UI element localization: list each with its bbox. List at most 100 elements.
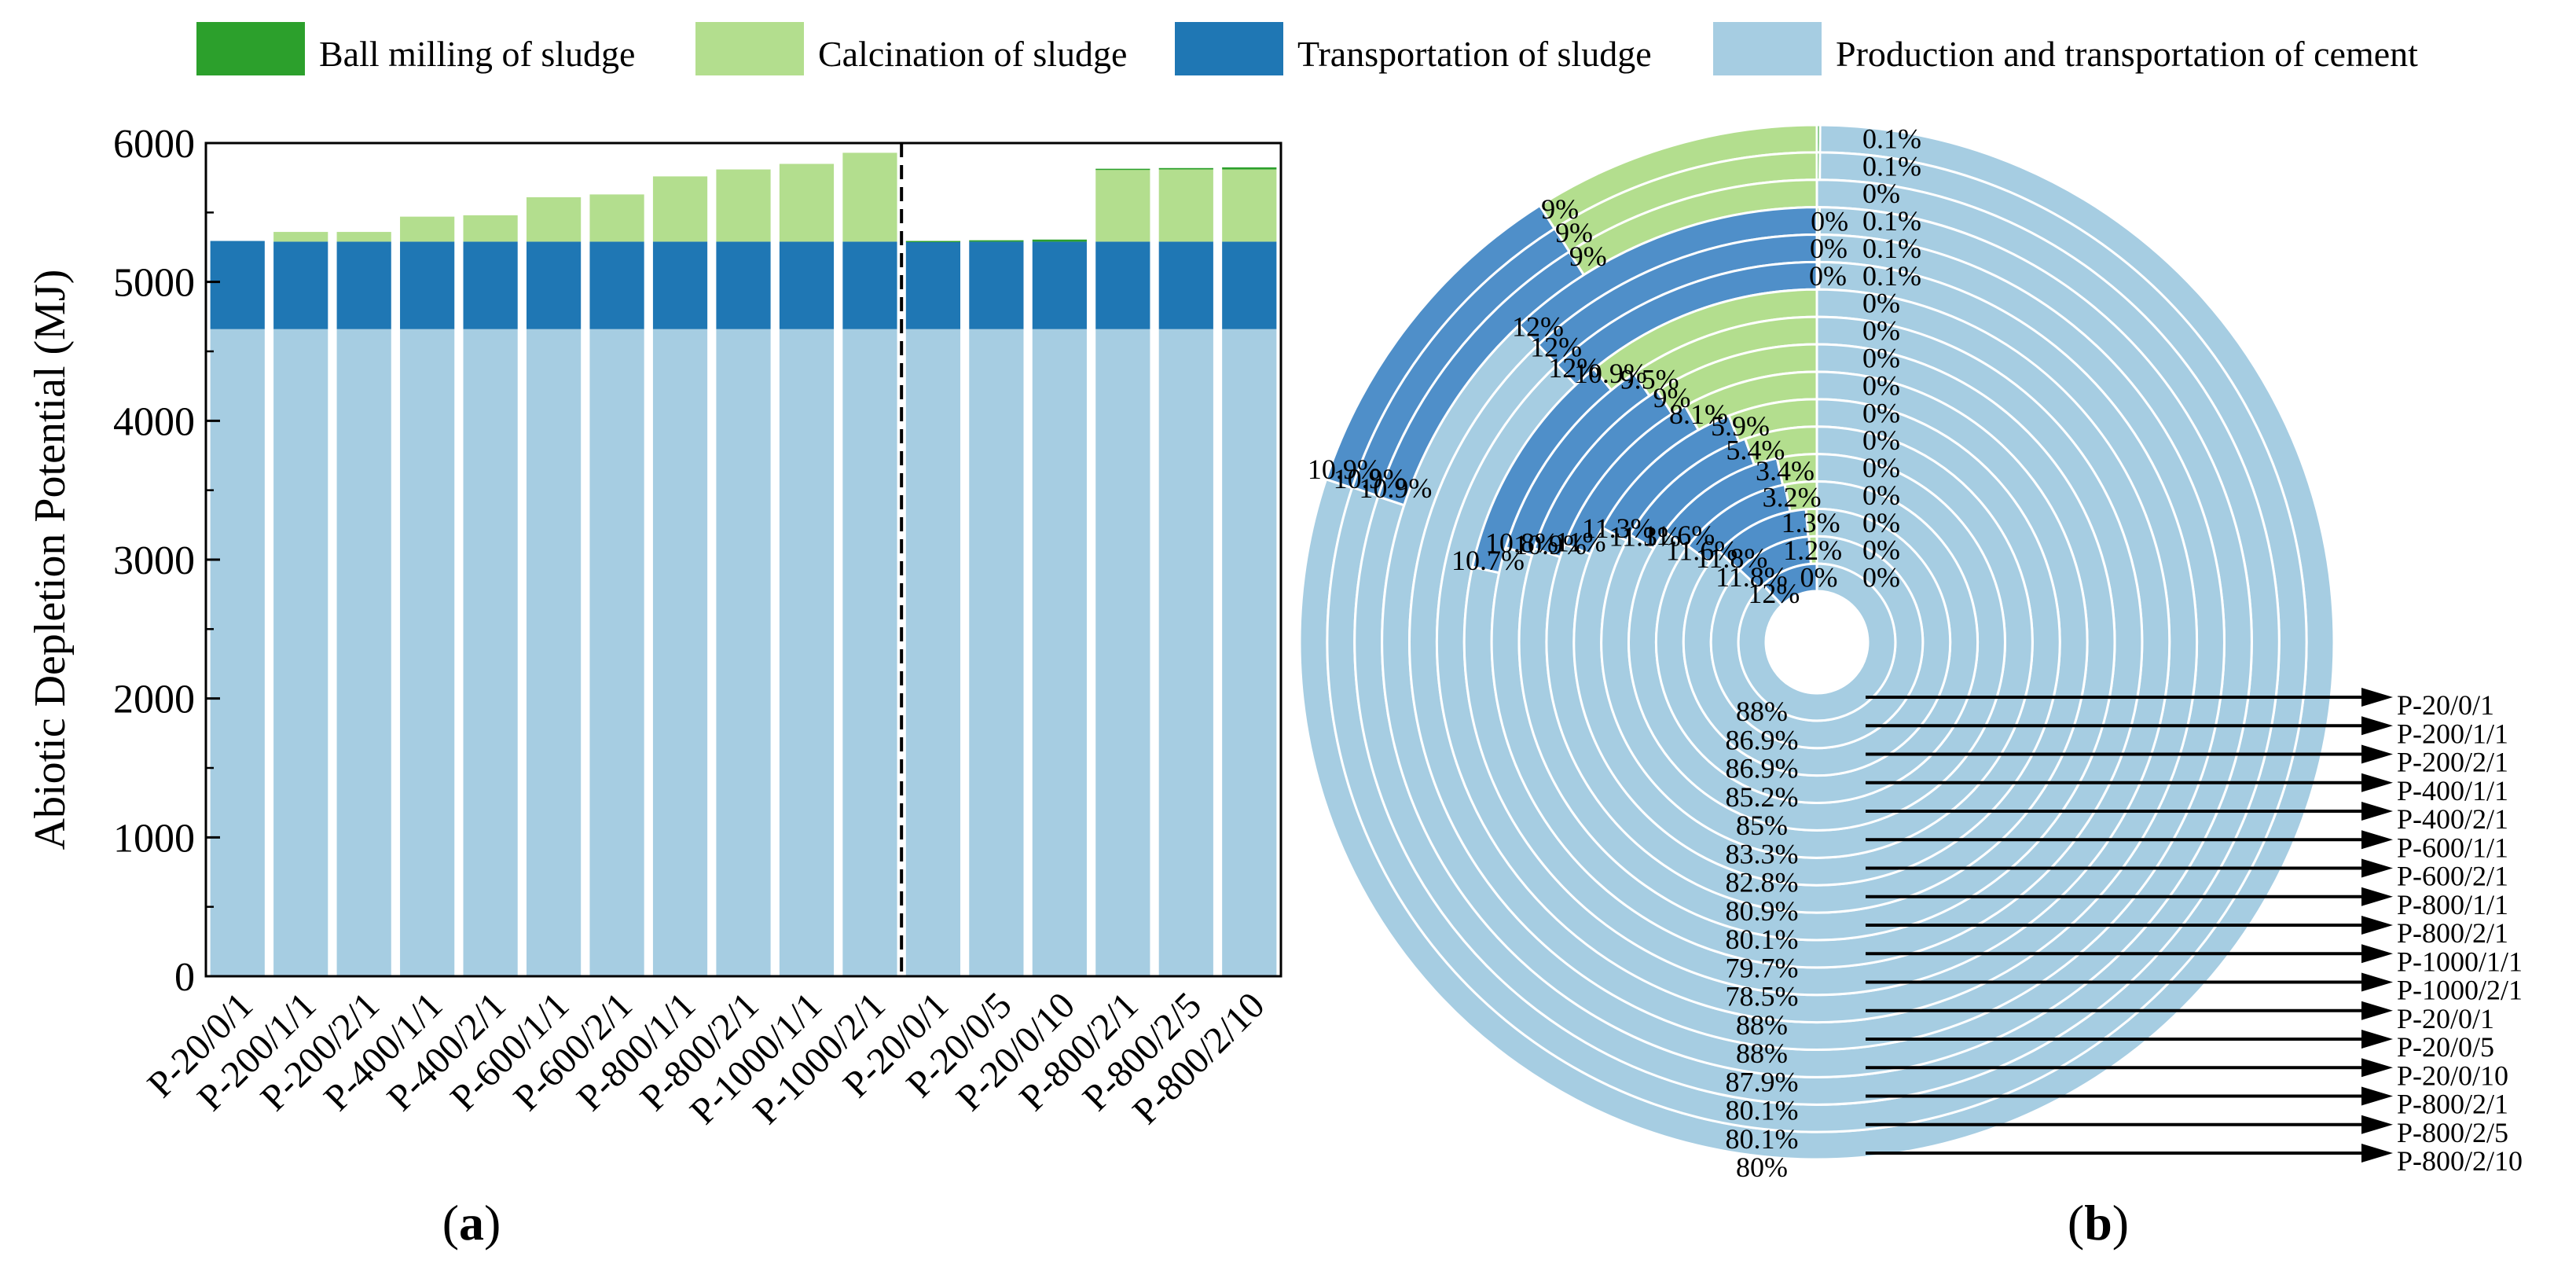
bar-segment	[463, 329, 518, 976]
bar-segment	[905, 329, 961, 976]
label-calcination: 9.5%	[1620, 364, 1679, 395]
bar-segment	[1095, 168, 1150, 171]
leader-arrowhead	[2361, 972, 2393, 992]
label-calcination: 3.4%	[1756, 455, 1815, 487]
bar-segment	[400, 216, 455, 242]
leader-arrowhead	[2361, 1058, 2393, 1078]
label-calcination: 0%	[1810, 233, 1848, 264]
ring-name-label: P-1000/2/1	[2397, 975, 2523, 1006]
bar-segment	[652, 176, 708, 242]
label-ball-milling: 0.1%	[1862, 260, 1921, 292]
leader-arrowhead	[2361, 944, 2393, 964]
y-tick-label: 2000	[113, 678, 195, 722]
label-ball-milling: 0.1%	[1862, 150, 1921, 182]
label-transportation: 11.8%	[1696, 542, 1768, 574]
label-production: 88%	[1736, 696, 1788, 727]
label-production: 88%	[1736, 1038, 1788, 1069]
bar-segment	[969, 241, 1024, 329]
leader-arrowhead	[2361, 1001, 2393, 1020]
bar-segment	[1032, 241, 1087, 329]
label-production: 78.5%	[1726, 981, 1799, 1012]
label-transportation: 10.9%	[1359, 472, 1432, 504]
label-calcination: 3.2%	[1763, 482, 1822, 513]
label-ball-milling: 0%	[1862, 534, 1900, 566]
label-ball-milling: 0%	[1862, 178, 1900, 209]
legend-swatch	[1713, 22, 1822, 75]
label-calcination: 5.4%	[1726, 434, 1785, 465]
bar-segment	[779, 163, 835, 242]
bar-segment	[1032, 329, 1087, 976]
label-transportation: 11.6%	[1643, 520, 1715, 551]
bar-segment	[1222, 329, 1277, 976]
bar-segment	[1095, 329, 1150, 976]
label-production: 79.7%	[1726, 952, 1799, 983]
label-ball-milling: 0%	[1862, 479, 1900, 511]
label-transportation: 10.9%	[1334, 463, 1407, 494]
label-calcination: 1.2%	[1783, 534, 1842, 566]
bar-segment	[842, 152, 897, 242]
label-ball-milling: 0.1%	[1862, 123, 1921, 154]
ring-name-label: P-800/2/10	[2397, 1145, 2523, 1177]
leader-arrowhead	[2361, 773, 2393, 792]
leader-arrowhead	[2361, 744, 2393, 764]
bar-segment	[589, 241, 644, 329]
legend-label: Ball milling of sludge	[319, 34, 635, 74]
label-ball-milling: 0%	[1862, 343, 1900, 374]
label-calcination: 5.9%	[1711, 410, 1770, 442]
bar-segment	[400, 241, 455, 329]
ring-name-label: P-800/2/1	[2397, 917, 2508, 949]
bar-segment	[526, 241, 582, 329]
ring-segment-production	[1737, 562, 1897, 722]
label-production: 85%	[1736, 810, 1788, 841]
bar-segment	[1095, 241, 1150, 329]
ring-name-label: P-400/2/1	[2397, 803, 2508, 835]
bar-segment	[779, 241, 835, 329]
label-production: 88%	[1736, 1009, 1788, 1041]
legend-swatch	[1175, 22, 1283, 75]
bar-segment	[273, 241, 328, 329]
label-transportation: 12%	[1548, 352, 1600, 384]
bar-segment	[716, 169, 771, 242]
bar-segment	[336, 329, 391, 976]
leader-arrowhead	[2361, 802, 2393, 821]
bar-segment	[463, 215, 518, 242]
label-transportation: 11.3%	[1609, 520, 1681, 552]
ring-name-label: P-800/1/1	[2397, 889, 2508, 920]
bar-segment	[842, 241, 897, 329]
y-tick-label: 0	[174, 955, 195, 1000]
bar-segment	[1032, 239, 1087, 242]
ring-name-label: P-200/2/1	[2397, 747, 2508, 778]
leader-arrowhead	[2361, 916, 2393, 935]
label-production: 86.9%	[1726, 724, 1799, 755]
leader-arrowhead	[2361, 1144, 2393, 1163]
label-production: 83.3%	[1726, 838, 1799, 869]
label-ball-milling: 0%	[1862, 424, 1900, 456]
label-calcination: 0%	[1811, 205, 1848, 237]
label-transportation: 12%	[1512, 311, 1564, 343]
bar-segment	[652, 329, 708, 976]
label-production: 85.2%	[1726, 781, 1799, 813]
label-production: 80.1%	[1726, 924, 1799, 955]
label-transportation: 12%	[1748, 578, 1800, 609]
label-production: 80.9%	[1726, 895, 1799, 927]
label-transportation: 10.9%	[1514, 529, 1587, 560]
label-ball-milling: 0%	[1862, 288, 1900, 319]
label-ball-milling: 0.1%	[1862, 205, 1921, 237]
bar-segment	[336, 232, 391, 242]
ring-name-label: P-200/1/1	[2397, 718, 2508, 749]
label-transportation: 11.6%	[1666, 535, 1738, 567]
label-ball-milling: 0.1%	[1862, 233, 1921, 264]
bar-segment	[779, 329, 835, 976]
legend-label: Transportation of sludge	[1297, 34, 1652, 74]
bar-segment	[842, 329, 897, 976]
label-transportation: 11.8%	[1715, 561, 1788, 593]
bar-segment	[526, 197, 582, 242]
bar-segment	[652, 241, 708, 329]
legend-swatch	[196, 22, 305, 75]
leader-arrowhead	[2361, 858, 2393, 878]
bar-segment	[589, 194, 644, 242]
label-ball-milling: 0%	[1862, 397, 1900, 428]
ring-name-label: P-600/2/1	[2397, 861, 2508, 892]
bar-segment	[905, 241, 961, 243]
bar-segment	[589, 329, 644, 976]
